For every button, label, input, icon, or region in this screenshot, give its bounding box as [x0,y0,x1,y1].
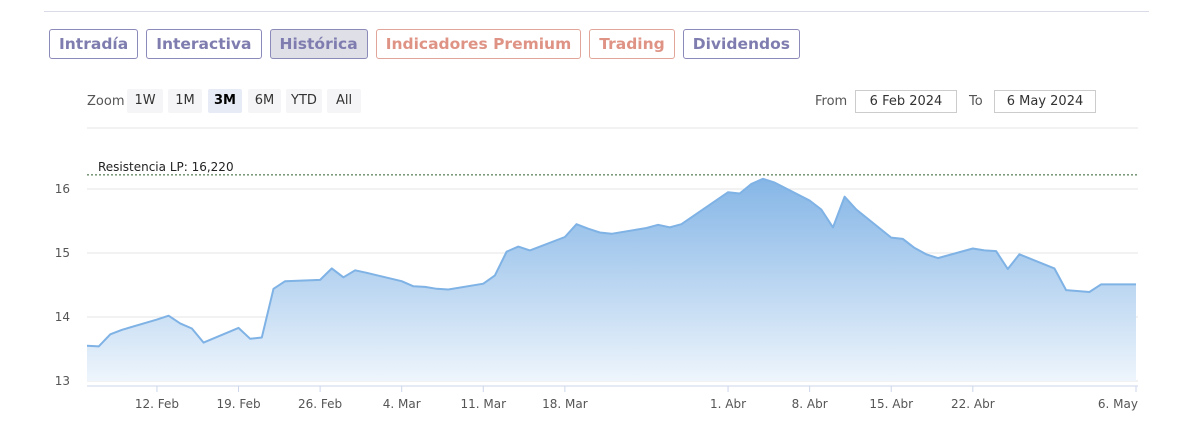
x-tick-label: 18. Mar [542,397,588,411]
price-area [87,178,1136,381]
zoom-label: Zoom [87,94,125,109]
y-tick-label: 16 [55,182,70,196]
x-tick-label: 1. Abr [710,397,746,411]
from-date-input[interactable]: 6 Feb 2024 [855,90,957,113]
price-line [86,177,1136,348]
zoom-ytd-button[interactable]: YTD [286,89,322,113]
tab-hist-rica[interactable]: Histórica [269,29,368,59]
x-tick-label: 8. Abr [792,397,828,411]
x-tick-label: 6. May [1098,397,1138,411]
tab-intrad-a[interactable]: Intradía [49,29,139,59]
x-tick-label: 4. Mar [383,397,421,411]
x-tick-label: 15. Abr [869,397,913,411]
tab-trading[interactable]: Trading [589,29,675,59]
to-date-input[interactable]: 6 May 2024 [994,90,1096,113]
x-tick-label: 26. Feb [298,397,342,411]
y-tick-label: 13 [55,374,70,388]
zoom-3m-button[interactable]: 3M [208,89,242,113]
tab-interactiva[interactable]: Interactiva [146,29,262,59]
top-divider [44,11,1149,12]
x-tick-label: 22. Abr [951,397,995,411]
chart-type-tabs: Intradía Interactiva Histórica Indicadores … [49,29,808,59]
zoom-6m-button[interactable]: 6M [248,89,281,113]
zoom-1m-button[interactable]: 1M [168,89,202,113]
tab-indicadores-premium[interactable]: Indicadores Premium [375,29,582,59]
y-tick-label: 15 [55,246,70,260]
y-tick-label: 14 [55,310,70,324]
x-tick-label: 19. Feb [216,397,260,411]
zoom-1w-button[interactable]: 1W [127,89,163,113]
x-tick-label: 12. Feb [135,397,179,411]
from-label: From [815,94,848,109]
tab-dividendos[interactable]: Dividendos [682,29,800,59]
to-label: To [969,94,983,109]
x-tick-label: 11. Mar [461,397,507,411]
resistance-label: Resistencia LP: 16,220 [98,160,234,174]
zoom-all-button[interactable]: All [327,89,361,113]
